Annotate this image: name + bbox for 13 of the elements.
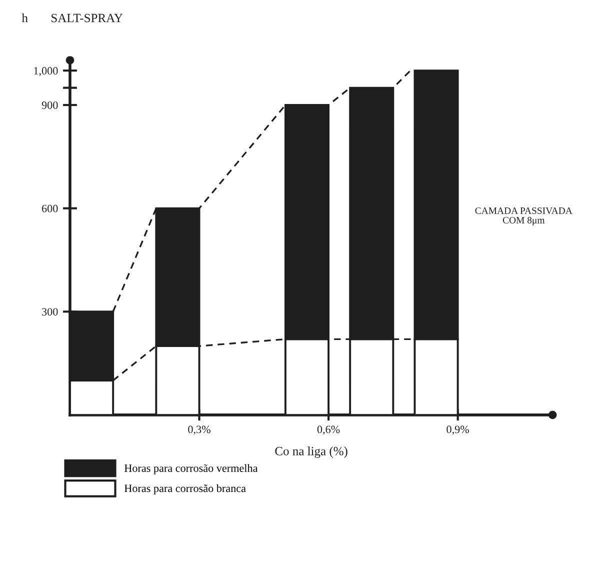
legend-label: Horas para corrosão branca <box>124 484 246 494</box>
legend-label: Horas para corrosão vermelha <box>124 464 258 474</box>
chart-title: SALT-SPRAY <box>52 14 123 22</box>
y-axis-title: h <box>22 13 28 22</box>
y-tick-label: 1,000 <box>34 67 58 76</box>
x-axis-title: Co na liga (%) <box>275 446 348 458</box>
y-tick-label: 600 <box>42 204 58 212</box>
x-tick-label: 0,6% <box>317 426 340 435</box>
x-tick-label: 0,3% <box>188 426 210 435</box>
y-tick-label: 900 <box>42 101 58 109</box>
y-tick-label: 300 <box>42 308 58 316</box>
annotation: CAMADA PASSIVADA COM 8μm <box>475 207 572 226</box>
x-tick-label: 0,9% <box>446 426 469 435</box>
